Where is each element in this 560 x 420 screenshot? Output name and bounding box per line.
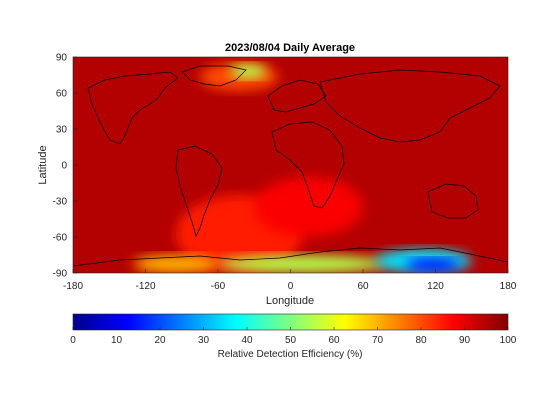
colorbar-tick-label: 100 (500, 335, 517, 346)
efficiency-region (254, 177, 363, 237)
coastline-antarctica (73, 247, 508, 267)
coastline-africa (271, 121, 345, 209)
colorbar-tick-label: 40 (241, 335, 253, 346)
x-tick-label: -180 (63, 281, 83, 292)
coastline-outlines (73, 65, 508, 267)
colorbar-tick-label: 30 (198, 335, 210, 346)
efficiency-field (73, 57, 508, 273)
x-tick-label: -60 (211, 281, 226, 292)
y-tick-label: -60 (53, 233, 68, 244)
colorbar-label: Relative Detection Efficiency (%) (218, 349, 363, 360)
colorbar-tick-label: 90 (459, 335, 471, 346)
y-tick-label: 30 (56, 125, 68, 136)
map-area (73, 57, 508, 273)
x-tick-label: 120 (427, 281, 444, 292)
efficiency-region (230, 64, 267, 79)
coastline-europe (267, 79, 327, 113)
colorbar-tick-label: 60 (328, 335, 340, 346)
x-tick-label: 180 (500, 281, 517, 292)
y-axis-ticks: 90 60 30 0 -30 -60 -90 (53, 53, 77, 280)
colorbar-ticks: 0 10 20 30 40 50 60 70 80 90 100 (70, 327, 517, 346)
y-tick-label: 90 (56, 53, 68, 64)
coastline-south-america (175, 145, 223, 237)
y-axis-label: Latitude (37, 145, 49, 184)
colorbar-tick-label: 80 (415, 335, 427, 346)
colorbar-tick-label: 50 (285, 335, 297, 346)
colorbar-tick-label: 70 (372, 335, 384, 346)
y-tick-label: -90 (53, 269, 68, 280)
x-tick-label: 0 (288, 281, 294, 292)
efficiency-region (133, 255, 218, 273)
chart-title: 2023/08/04 Daily Average (225, 42, 355, 54)
x-axis-ticks: -180 -120 -60 0 60 120 180 (63, 269, 517, 292)
y-tick-label: -30 (53, 197, 68, 208)
coastline-asia (319, 69, 501, 143)
coastline-north-america (87, 71, 179, 145)
x-axis-label: Longitude (266, 295, 314, 307)
x-tick-label: -120 (135, 281, 155, 292)
y-tick-label: 60 (56, 89, 68, 100)
efficiency-region (405, 258, 460, 271)
y-tick-label: 0 (61, 161, 67, 172)
coastline-greenland (181, 65, 247, 87)
colorbar-tick-label: 0 (70, 335, 76, 346)
efficiency-region (218, 255, 388, 273)
x-tick-label: 60 (357, 281, 369, 292)
coastline-australia (427, 183, 479, 219)
colorbar-tick-label: 10 (111, 335, 123, 346)
colorbar-tick-label: 20 (154, 335, 166, 346)
